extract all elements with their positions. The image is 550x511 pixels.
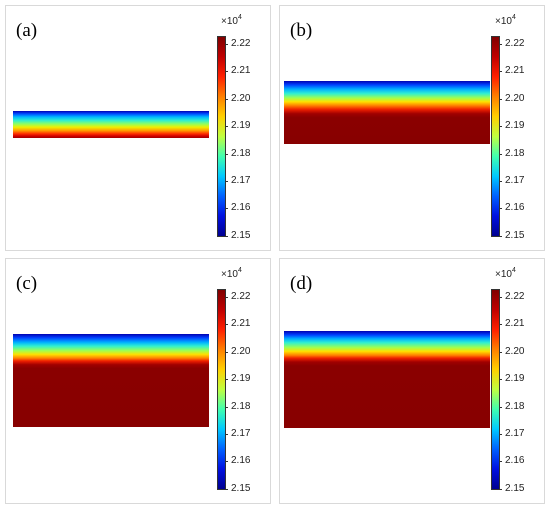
colorbar-scale: ×104 [221,14,242,27]
colorbar-tick-mark [225,461,228,463]
colorbar-tick-label: 2.19 [505,120,525,132]
panel-d: (d) ×104 2.22 2.21 2.20 2.19 2.18 2.17 2.16 2.1… [279,258,545,504]
colorbar-tick-label: 2.15 [505,482,525,494]
field-slab [13,111,209,138]
colorbar-tick-label: 2.16 [231,202,251,214]
colorbar-tick-mark [225,406,228,408]
colorbar-tick-label: 2.22 [505,38,525,49]
colorbar-tick-label: 2.20 [231,92,251,104]
colorbar-tick-label: 2.16 [231,455,251,467]
colorbar-tick-mark [225,324,228,326]
colorbar-tick-label: 2.18 [231,400,251,412]
colorbar-tick-mark [225,235,228,237]
panel-a: (a) ×104 2.22 2.21 2.20 2.19 2.18 2.17 2.16 2.1… [5,5,271,251]
colorbar-tick-label: 2.22 [231,291,251,302]
colorbar-tick-label: 2.16 [505,455,525,467]
colorbar-tick-label: 2.19 [231,373,251,385]
colorbar-tick-label: 2.20 [505,345,525,357]
colorbar-tick-mark [499,488,502,490]
colorbar-tick-mark [499,126,502,128]
colorbar-tick-mark [499,208,502,210]
panel-label: (b) [290,20,313,41]
panel-c: (c) ×104 2.22 2.21 2.20 2.19 2.18 2.17 2.16 2.1… [5,258,271,504]
colorbar-tick-mark [499,379,502,381]
colorbar-tick-label: 2.20 [505,92,525,104]
colorbar-tick-mark [225,208,228,210]
colorbar-tick-mark [225,379,228,381]
colorbar-tick-label: 2.21 [505,65,525,77]
colorbar-tick-label: 2.15 [231,482,251,494]
panel-label: (d) [290,273,313,294]
colorbar-tick-label: 2.17 [505,428,525,439]
colorbar-tick-label: 2.18 [505,147,525,159]
colorbar-tick-label: 2.21 [231,318,251,330]
colorbar-tick-mark [225,297,228,298]
colorbar-tick-label: 2.15 [505,229,525,241]
colorbar-tick-label: 2.22 [505,291,525,302]
colorbar-tick-label: 2.17 [231,175,251,186]
colorbar-tick-label: 2.18 [231,147,251,159]
colorbar-tick-label: 2.20 [231,345,251,357]
colorbar-scale: ×104 [495,267,516,280]
colorbar-tick-mark [225,44,228,45]
colorbar-tick-mark [225,126,228,128]
panel-label: (a) [16,20,38,41]
colorbar-scale: ×104 [221,267,242,280]
panel-label: (c) [16,273,38,294]
colorbar-tick-mark [225,153,228,155]
field-slab [13,334,209,427]
field-slab [284,81,490,144]
colorbar-tick-mark [499,406,502,408]
colorbar-tick-mark [499,297,502,298]
colorbar-tick-label: 2.16 [505,202,525,214]
colorbar-tick-label: 2.18 [505,400,525,412]
colorbar-tick-mark [499,98,502,100]
colorbar-tick-mark [499,71,502,73]
colorbar-tick-mark [499,461,502,463]
colorbar-tick-label: 2.22 [231,38,251,49]
colorbar-tick-mark [225,98,228,100]
colorbar-tick-label: 2.17 [231,428,251,439]
colorbar-tick-label: 2.15 [231,229,251,241]
colorbar-tick-mark [499,181,502,182]
colorbar-tick-mark [499,351,502,353]
colorbar-tick-label: 2.17 [505,175,525,186]
colorbar-tick-mark [225,434,228,435]
colorbar-tick-mark [499,153,502,155]
colorbar-tick-label: 2.19 [231,120,251,132]
colorbar [491,289,500,490]
panel-b: (b) ×104 2.22 2.21 2.20 2.19 2.18 2.17 2.16 2.1… [279,5,545,251]
colorbar-tick-label: 2.19 [505,373,525,385]
colorbar-tick-mark [225,488,228,490]
colorbar-tick-label: 2.21 [231,65,251,77]
colorbar-tick-label: 2.21 [505,318,525,330]
colorbar-tick-mark [225,351,228,353]
colorbar-scale: ×104 [495,14,516,27]
colorbar-tick-mark [499,235,502,237]
colorbar-tick-mark [225,181,228,182]
colorbar-tick-mark [499,324,502,326]
colorbar-tick-mark [225,71,228,73]
colorbar [491,36,500,237]
colorbar [217,36,226,237]
colorbar [217,289,226,490]
colorbar-tick-mark [499,44,502,45]
field-slab [284,331,490,428]
colorbar-tick-mark [499,434,502,435]
